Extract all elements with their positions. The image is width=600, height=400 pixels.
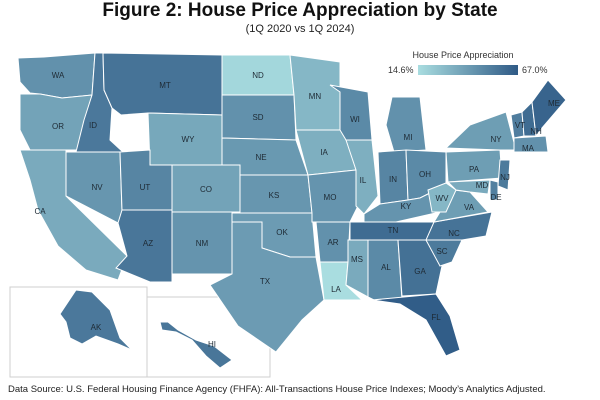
state-hi[interactable] [159,321,233,369]
state-label-or: OR [52,122,64,131]
state-label-hi: HI [208,340,216,349]
state-label-de: DE [490,193,501,202]
us-state-map: WA OR CA ID NV MT WY UT AZ CO NM ND SD N… [9,52,567,378]
state-label-ak: AK [91,323,102,332]
state-label-nh: NH [530,127,542,136]
state-label-al: AL [381,263,391,272]
state-label-fl: FL [431,313,441,322]
state-label-az: AZ [143,239,153,248]
state-nc[interactable] [425,211,493,241]
state-label-in: IN [389,175,397,184]
state-label-vt: VT [515,121,525,130]
state-label-co: CO [200,185,212,194]
state-wv[interactable] [427,182,457,213]
state-label-wa: WA [52,71,65,80]
state-label-il: IL [360,176,367,185]
state-label-oh: OH [419,170,431,179]
state-label-ar: AR [327,238,338,247]
state-label-ia: IA [320,148,328,157]
state-label-mo: MO [324,193,337,202]
state-label-ok: OK [276,228,288,237]
state-nj[interactable] [497,159,511,191]
state-ga[interactable] [397,239,443,297]
state-label-la: LA [331,285,341,294]
state-mi[interactable] [385,96,427,153]
state-label-wi: WI [350,115,360,124]
state-label-nc: NC [448,229,460,238]
state-label-ky: KY [401,202,412,211]
state-label-sd: SD [252,113,263,122]
state-label-nv: NV [91,183,103,192]
state-label-tx: TX [260,277,271,286]
state-label-ut: UT [140,183,151,192]
figure-subtitle: (1Q 2020 vs 1Q 2024) [245,23,355,35]
state-label-sc: SC [436,247,447,256]
state-label-tn: TN [388,226,399,235]
state-ma[interactable] [513,135,549,153]
figure-title: Figure 2: House Price Appreciation by St… [102,0,498,21]
state-ny[interactable] [444,111,517,151]
state-label-mi: MI [404,133,413,142]
state-de[interactable] [489,179,499,201]
state-label-nm: NM [196,239,209,248]
state-label-wv: WV [436,194,450,203]
state-label-pa: PA [469,165,480,174]
state-label-mn: MN [309,92,322,101]
legend-title: House Price Appreciation [412,50,514,60]
state-labels: WA OR CA ID NV MT WY UT AZ CO NM ND SD N… [34,71,560,349]
state-label-ms: MS [351,255,363,264]
state-label-ne: NE [255,153,266,162]
state-label-ks: KS [269,191,280,200]
state-md[interactable] [446,179,491,195]
state-ak[interactable] [59,289,133,351]
state-label-wy: WY [182,135,196,144]
state-label-mt: MT [159,81,171,90]
state-label-md: MD [476,181,489,190]
state-label-ga: GA [414,267,426,276]
data-source-note: Data Source: U.S. Federal Housing Financ… [8,384,546,395]
state-me[interactable] [531,79,567,138]
legend-min-label: 14.6% [388,65,414,75]
state-label-nd: ND [252,71,264,80]
state-label-id: ID [89,121,97,130]
state-tx[interactable] [209,221,325,353]
state-label-ma: MA [522,144,535,153]
state-label-me: ME [548,99,560,108]
legend-max-label: 67.0% [522,65,548,75]
state-label-ca: CA [34,207,46,216]
state-label-nj: NJ [500,173,510,182]
state-label-ny: NY [490,135,502,144]
legend-gradient-bar [418,65,518,75]
state-fl[interactable] [371,293,461,357]
color-legend: House Price Appreciation 14.6% 67.0% [388,50,548,84]
state-label-va: VA [464,203,475,212]
